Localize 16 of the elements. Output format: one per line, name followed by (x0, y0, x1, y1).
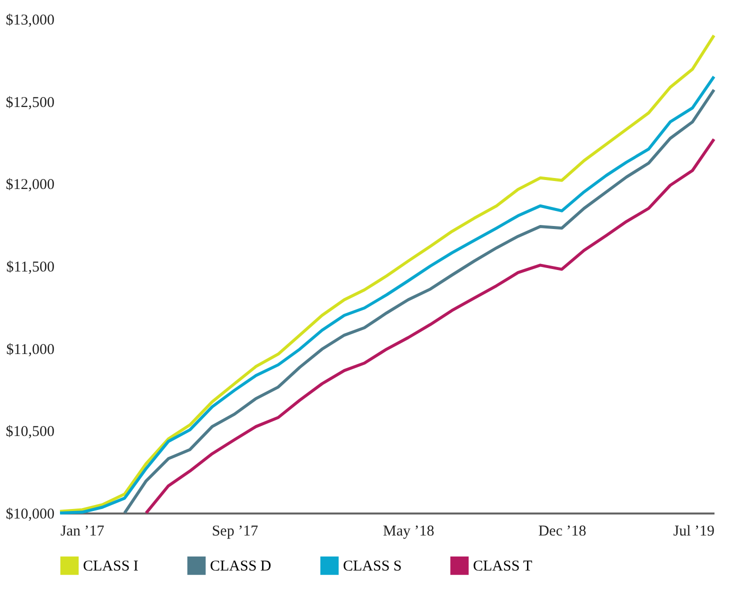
y-tick-label: $10,000 (6, 506, 54, 522)
legend-label: CLASS T (473, 558, 532, 575)
y-tick-label: $10,500 (6, 424, 54, 440)
legend-label: CLASS I (83, 558, 138, 575)
y-tick-label: $11,000 (6, 342, 54, 358)
y-tick-label: $12,500 (6, 94, 54, 111)
x-tick-label: Jul ’19 (673, 524, 714, 540)
x-tick-label: Jan ’17 (60, 524, 105, 540)
x-tick-label: Dec ’18 (538, 524, 586, 540)
y-tick-label: $12,000 (6, 177, 54, 194)
x-tick-label: Sep ’17 (212, 524, 259, 540)
legend-label: CLASS S (343, 558, 402, 575)
y-tick-label: $11,500 (6, 260, 54, 276)
x-tick-label: May ’18 (383, 524, 434, 540)
y-tick-label: $13,000 (6, 12, 54, 28)
legend-label: CLASS D (210, 558, 272, 575)
